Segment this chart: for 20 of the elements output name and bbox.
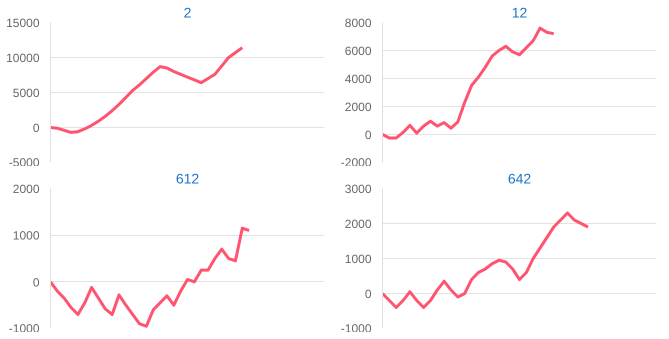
y-tick-label: 10000	[6, 51, 40, 65]
y-tick-label: 0	[32, 275, 40, 290]
y-tick-label: 8000	[344, 16, 372, 30]
y-tick-label: 5000	[12, 86, 40, 100]
y-tick-label: 1000	[12, 228, 40, 243]
chart-title: 2	[184, 4, 192, 20]
y-tick-label: 0	[364, 287, 372, 301]
y-tick-label: 2000	[344, 217, 372, 231]
y-tick-label: 4000	[344, 72, 372, 86]
chart-title: 612	[176, 170, 200, 186]
chart-title: 642	[508, 170, 532, 186]
y-tick-label: 2000	[12, 182, 40, 196]
y-tick-label: 2000	[344, 100, 372, 114]
y-tick-label: 3000	[344, 182, 372, 196]
y-tick-label: 6000	[344, 44, 372, 58]
chart-title: 12	[512, 4, 528, 20]
y-tick-label: 0	[364, 128, 372, 142]
y-tick-label: 15000	[6, 16, 40, 30]
y-tick-label: 0	[32, 121, 40, 135]
y-tick-label: 1000	[344, 252, 372, 266]
